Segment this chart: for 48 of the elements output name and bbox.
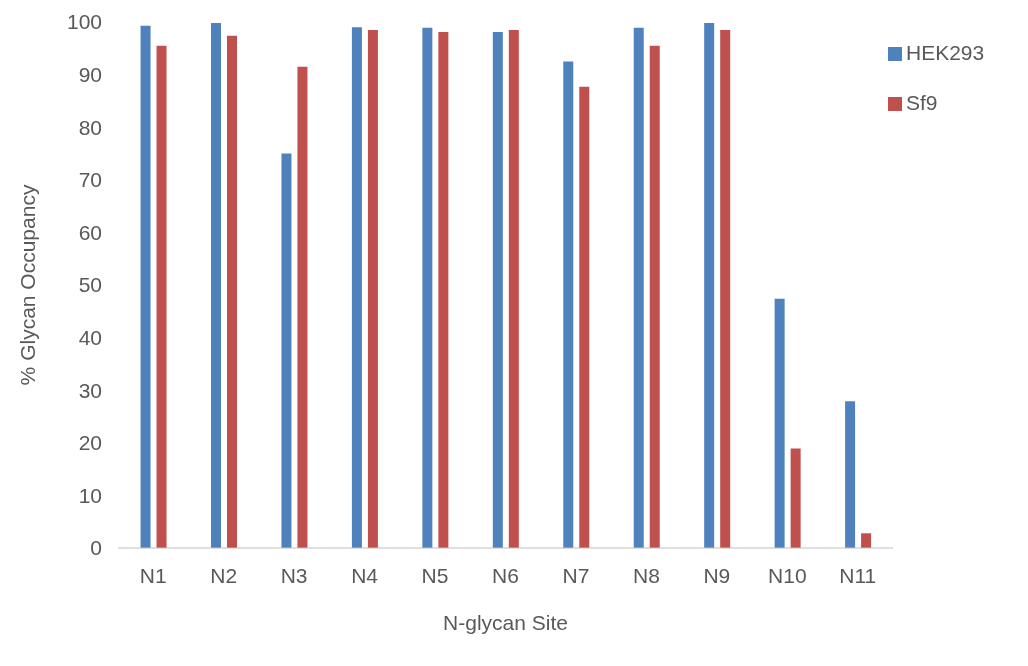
y-tick-label: 40 — [78, 326, 102, 350]
bar — [140, 25, 151, 548]
bar — [227, 35, 237, 548]
bar — [845, 401, 856, 548]
y-tick-label: 0 — [90, 536, 102, 560]
legend-label: Sf9 — [906, 91, 938, 114]
bar — [492, 31, 503, 548]
y-tick-label: 50 — [78, 273, 102, 297]
bar — [704, 23, 715, 548]
y-axis-title: % Glycan Occupancy — [16, 184, 40, 386]
x-tick-label: N11 — [839, 563, 877, 587]
y-tick-label: 10 — [78, 483, 102, 507]
y-tick-label: 100 — [66, 10, 102, 34]
bar — [861, 533, 872, 548]
x-tick-label: N2 — [210, 563, 238, 587]
y-tick-label: 90 — [78, 63, 102, 87]
bar — [297, 66, 308, 548]
bar — [438, 31, 449, 548]
bar — [281, 153, 292, 548]
y-tick-label: 20 — [78, 431, 102, 455]
y-tick-label: 30 — [78, 378, 102, 402]
bar — [720, 29, 731, 548]
bar — [351, 27, 362, 548]
bar — [211, 23, 221, 548]
x-tick-label: N8 — [632, 563, 660, 587]
bar — [563, 61, 574, 548]
bar — [774, 298, 785, 548]
y-tick-label: 60 — [78, 220, 102, 244]
x-tick-label: N5 — [421, 563, 449, 587]
x-tick-label: N3 — [280, 563, 308, 587]
bar — [156, 45, 167, 548]
bar — [508, 29, 519, 548]
x-tick-label: N6 — [492, 563, 519, 587]
x-tick-label: N10 — [768, 563, 807, 587]
x-tick-label: N9 — [703, 563, 731, 587]
bar — [422, 27, 433, 548]
x-tick-label: N1 — [139, 563, 167, 587]
x-axis-title: N-glycan Site — [443, 611, 568, 634]
x-tick-label: N7 — [562, 563, 590, 587]
bar — [649, 45, 660, 548]
bar — [579, 86, 590, 548]
bar — [367, 29, 378, 548]
y-tick-label: 70 — [78, 168, 102, 192]
bar — [790, 448, 801, 548]
legend-label: HEK293 — [906, 41, 985, 64]
x-tick-label: N4 — [351, 563, 379, 587]
y-tick-label: 80 — [78, 115, 102, 139]
bar — [633, 27, 644, 548]
